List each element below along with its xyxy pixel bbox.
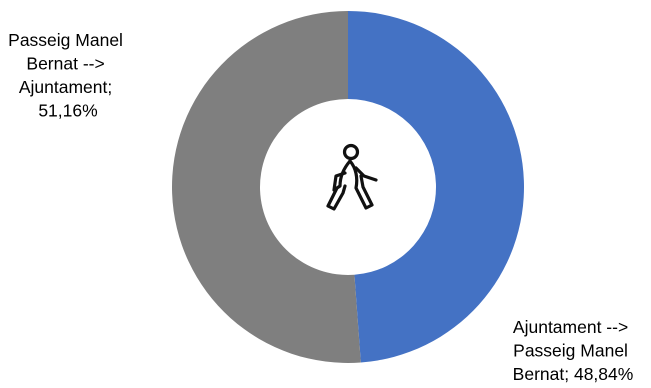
slices-layer: [172, 11, 525, 363]
slice-label-line: Ajuntament -->: [513, 317, 628, 337]
donut-slice-0: [348, 11, 525, 363]
slice-label-ajuntament-to-passeig: Ajuntament --> Passeig Manel Bernat; 48,…: [513, 317, 634, 383]
slice-label-line: Passeig Manel: [8, 30, 123, 50]
slice-label-passeig-to-ajuntament: Passeig Manel Bernat --> Ajuntament; 51,…: [8, 30, 128, 121]
slice-label-line: 51,16%: [38, 101, 97, 121]
slice-label-line: Ajuntament;: [19, 77, 112, 97]
slice-label-line: Passeig Manel: [513, 341, 628, 361]
donut-slice-1: [172, 11, 361, 363]
labels-layer: Passeig Manel Bernat --> Ajuntament; 51,…: [8, 30, 634, 384]
slice-label-line: Bernat; 48,84%: [513, 364, 634, 383]
pedestrian-walking-icon: [326, 143, 378, 211]
slice-label-line: Bernat -->: [26, 54, 104, 74]
